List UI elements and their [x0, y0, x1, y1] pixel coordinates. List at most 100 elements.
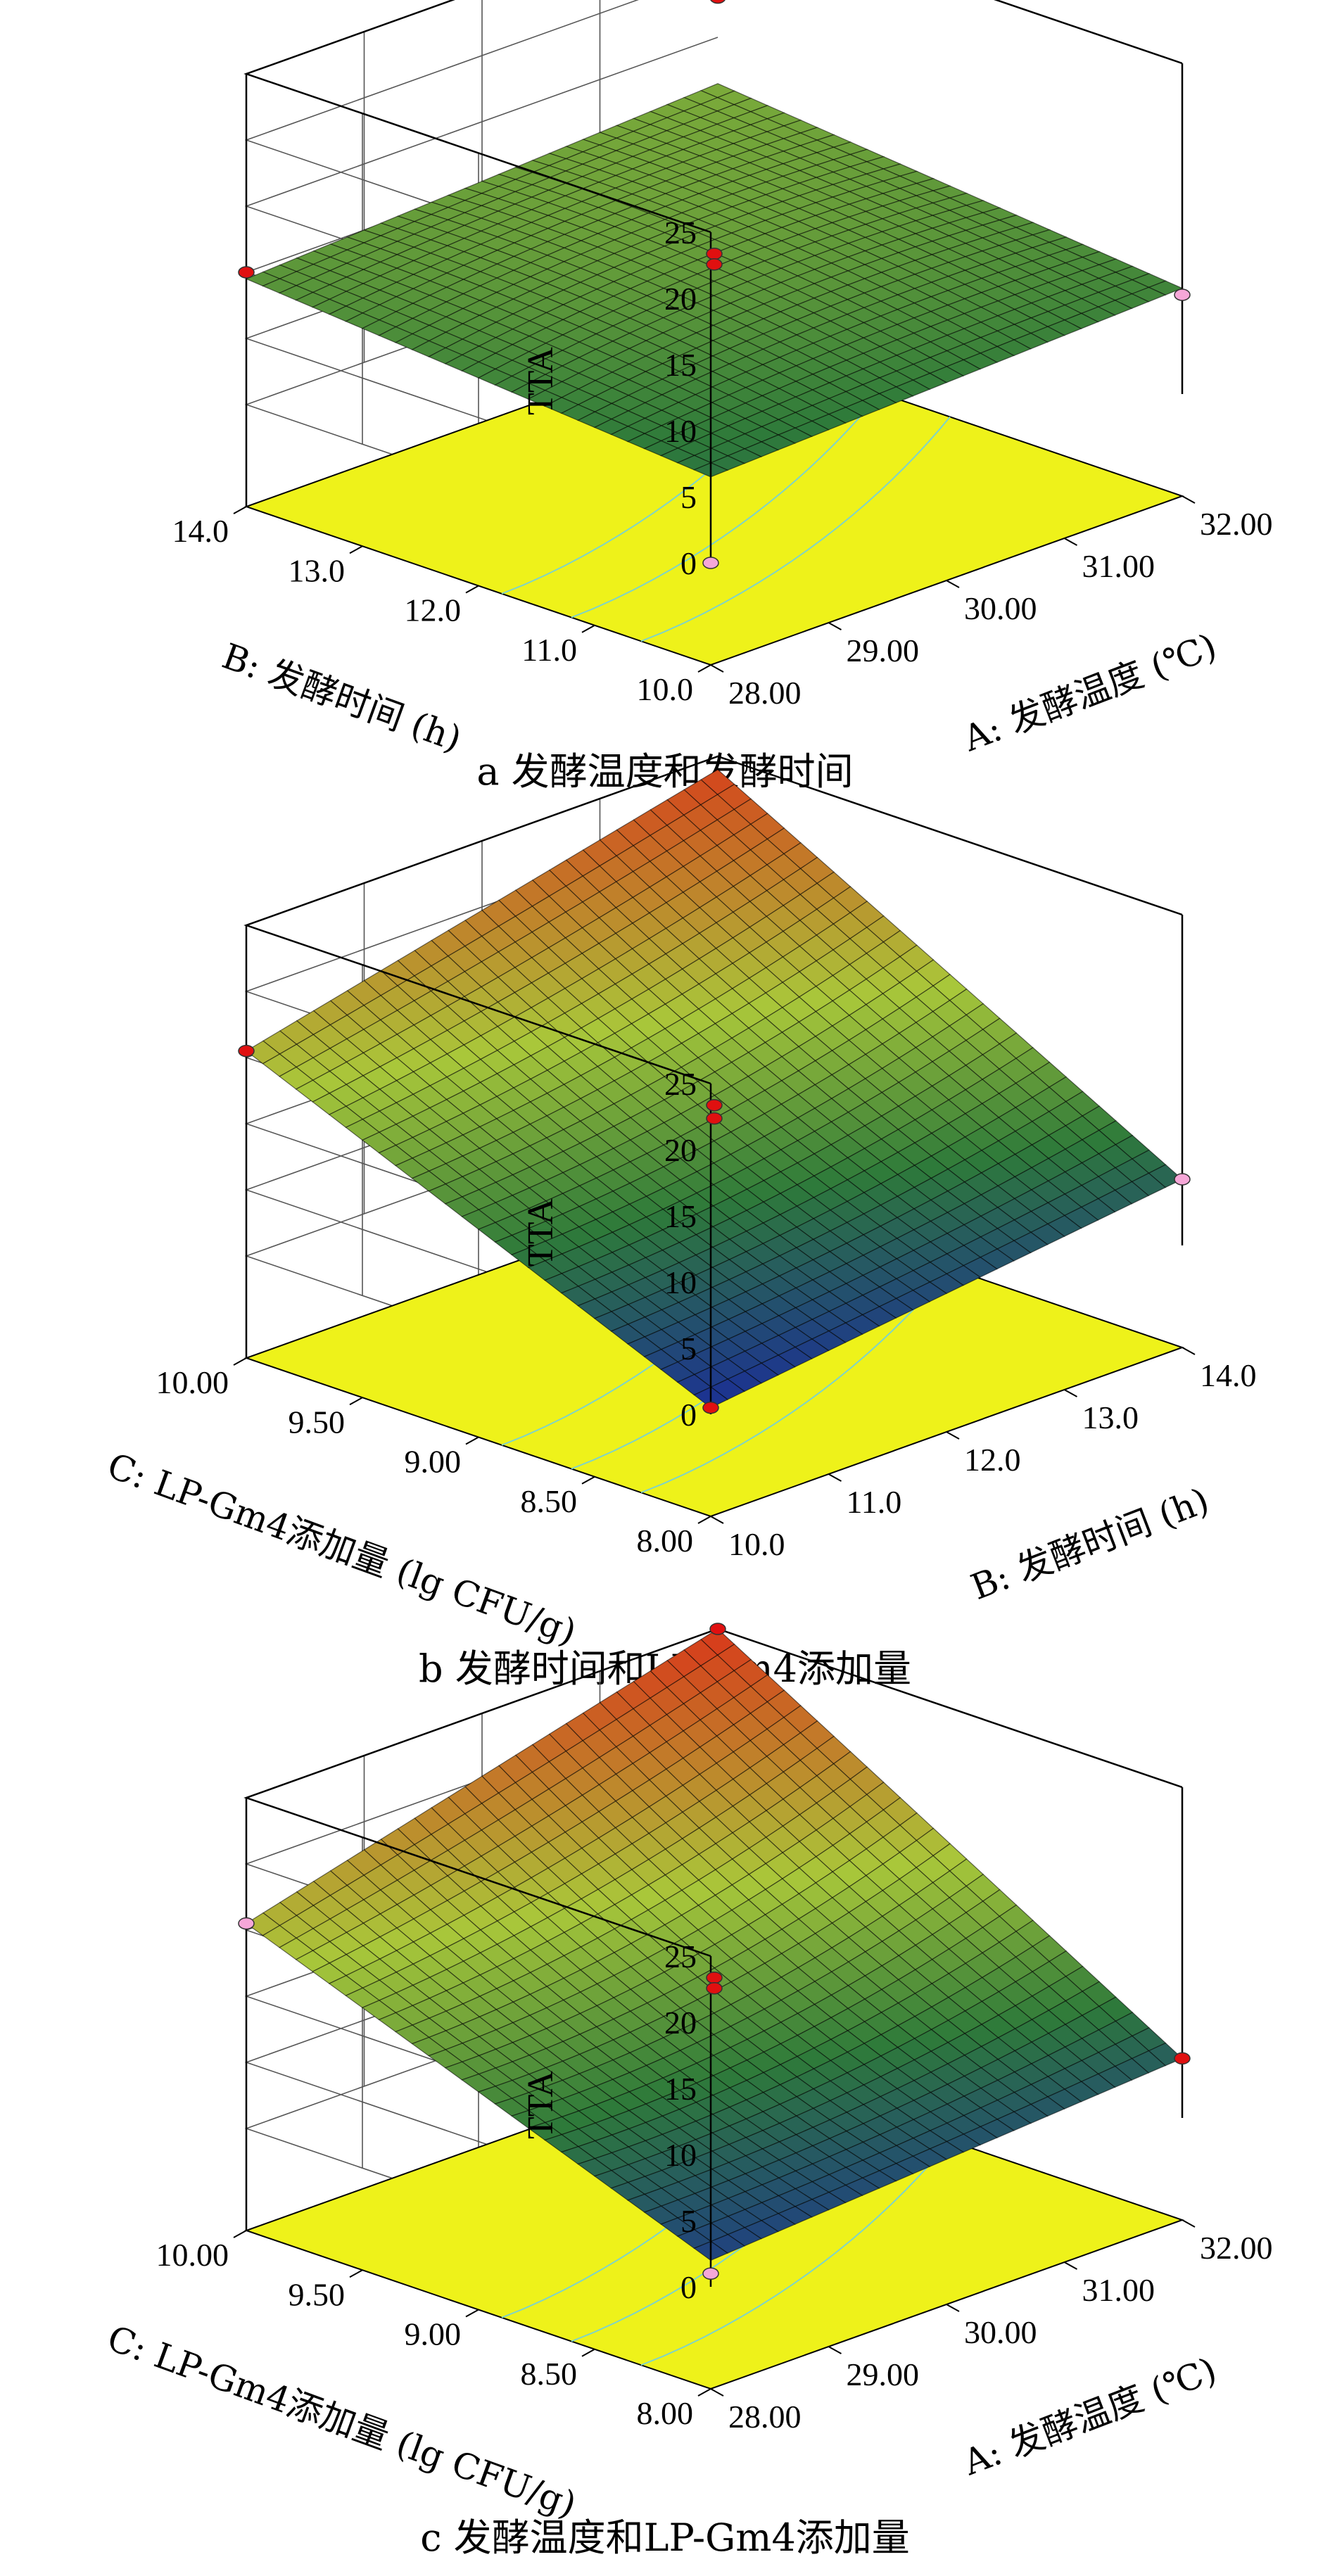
design-point — [706, 1098, 723, 1112]
design-point — [706, 258, 723, 271]
y-tick-label: 10.00 — [156, 1364, 229, 1400]
panel-caption: a 发酵温度和发酵时间 — [476, 749, 853, 794]
y-tick-label: 8.00 — [637, 1523, 694, 1559]
design-point — [710, 0, 726, 4]
x-tick-label: 13.0 — [1082, 1400, 1139, 1435]
panel-a: 0 5 10 15 20 25 28.00 29.00 30.00 31.00 32.00 10.0 1… — [172, 0, 1273, 794]
y-tick-mark — [233, 506, 247, 514]
y-axis-title: C: LP-Gm4添加量 (lg CFU/g) — [102, 2318, 581, 2525]
y-tick-mark — [581, 1476, 595, 1485]
floor-contour-line — [571, 393, 881, 618]
y-tick-mark — [465, 2309, 479, 2318]
y-tick-label: 9.00 — [405, 2316, 462, 2352]
axis-frame — [233, 0, 1196, 673]
x-tick-mark — [946, 580, 960, 588]
x-tick-label: 32.00 — [1200, 2230, 1273, 2266]
z-axis-title: TTA — [521, 347, 561, 415]
z-axis-title: TTA — [521, 2071, 561, 2139]
y-axis-title: B: 发酵时间 (h) — [217, 635, 467, 759]
design-point — [238, 1044, 255, 1058]
z-tick-label: 20 — [664, 1132, 697, 1168]
design-point — [706, 1981, 723, 1995]
z-tick-label: 0 — [680, 2269, 697, 2305]
x-tick-label: 28.00 — [728, 675, 802, 711]
x-tick-label: 11.0 — [847, 1484, 902, 1520]
design-point — [702, 1401, 719, 1414]
design-point — [238, 1917, 255, 1930]
x-tick-mark — [710, 2388, 724, 2397]
z-tick-label: 20 — [664, 281, 697, 317]
x-tick-mark — [1182, 495, 1196, 504]
z-tick-label: 20 — [664, 2005, 697, 2041]
y-tick-label: 14.0 — [172, 513, 229, 549]
x-tick-label: 29.00 — [847, 2356, 920, 2392]
y-tick-label: 10.00 — [156, 2237, 229, 2273]
y-tick-label: 13.0 — [289, 552, 346, 588]
design-points — [238, 1044, 1191, 1414]
x-tick-mark — [828, 1473, 842, 1482]
x-tick-mark — [946, 1431, 960, 1440]
x-axis-title: A: 发酵温度 (℃) — [957, 2349, 1222, 2484]
x-tick-label: 10.0 — [728, 1526, 785, 1562]
y-tick-label: 12.0 — [405, 592, 462, 628]
z-tick-label: 15 — [664, 347, 697, 383]
panel-b: 0 5 10 15 20 25 10.0 11.0 12.0 13.0 14.0 8.00 8.50 9.… — [102, 755, 1257, 1691]
y-tick-mark — [697, 2388, 711, 2397]
x-tick-mark — [828, 2346, 842, 2354]
y-tick-mark — [349, 545, 363, 554]
back-wall-top-edge — [243, 1628, 1183, 1958]
response-surface — [245, 1628, 1184, 2261]
z-tick-label: 0 — [680, 545, 697, 581]
x-tick-label: 30.00 — [964, 590, 1037, 626]
z-tick-label: 10 — [664, 413, 697, 449]
y-tick-label: 9.50 — [289, 2276, 346, 2312]
x-tick-label: 32.00 — [1200, 506, 1273, 542]
y-tick-label: 8.00 — [637, 2395, 694, 2431]
x-tick-mark — [710, 664, 724, 673]
z-tick-label: 5 — [680, 479, 697, 515]
y-axis-title: C: LP-Gm4添加量 (lg CFU/g) — [102, 1445, 581, 1653]
design-point — [1174, 1173, 1191, 1186]
response-surface — [245, 769, 1184, 1409]
y-tick-label: 8.50 — [521, 1483, 578, 1519]
y-tick-mark — [465, 585, 479, 594]
design-point — [706, 1112, 723, 1125]
x-tick-label: 29.00 — [847, 633, 920, 668]
design-point — [706, 247, 723, 260]
z-axis-title: TTA — [521, 1198, 561, 1267]
x-tick-label: 28.00 — [728, 2399, 802, 2435]
panel-c: 0 5 10 15 20 25 28.00 29.00 30.00 31.00 32.00 8.00 8… — [102, 1623, 1273, 2560]
design-point — [702, 2267, 719, 2280]
y-tick-mark — [581, 2348, 595, 2357]
y-tick-mark — [465, 1436, 479, 1445]
axis-frame — [233, 755, 1196, 1524]
design-point — [702, 557, 719, 569]
z-tick-label: 25 — [664, 1939, 697, 1974]
z-tick-label: 5 — [680, 1331, 697, 1366]
y-tick-label: 8.50 — [521, 2356, 578, 2392]
x-tick-mark — [946, 2304, 960, 2312]
response-surface — [245, 83, 1184, 478]
y-tick-label: 9.50 — [289, 1404, 346, 1440]
design-point — [1174, 2052, 1191, 2065]
x-tick-label: 31.00 — [1082, 548, 1155, 584]
y-tick-mark — [349, 1397, 363, 1406]
design-points — [238, 1623, 1191, 2280]
back-wall-top-edge — [243, 0, 1183, 234]
y-tick-mark — [349, 2269, 363, 2278]
back-wall-top-edge — [243, 755, 1183, 1085]
y-tick-label: 10.0 — [637, 671, 694, 707]
y-tick-label: 9.00 — [405, 1444, 462, 1480]
x-axis-title: A: 发酵温度 (℃) — [957, 626, 1222, 760]
floor-contour-line — [640, 416, 951, 642]
floor-contour-line — [640, 2140, 951, 2366]
y-tick-mark — [581, 624, 595, 633]
design-point — [1174, 288, 1191, 301]
z-tick-label: 10 — [664, 2137, 697, 2173]
x-tick-mark — [1064, 1389, 1077, 1397]
x-tick-label: 31.00 — [1082, 2272, 1155, 2308]
y-tick-label: 11.0 — [521, 632, 577, 668]
z-tick-label: 5 — [680, 2203, 697, 2239]
z-tick-label: 15 — [664, 2071, 697, 2107]
